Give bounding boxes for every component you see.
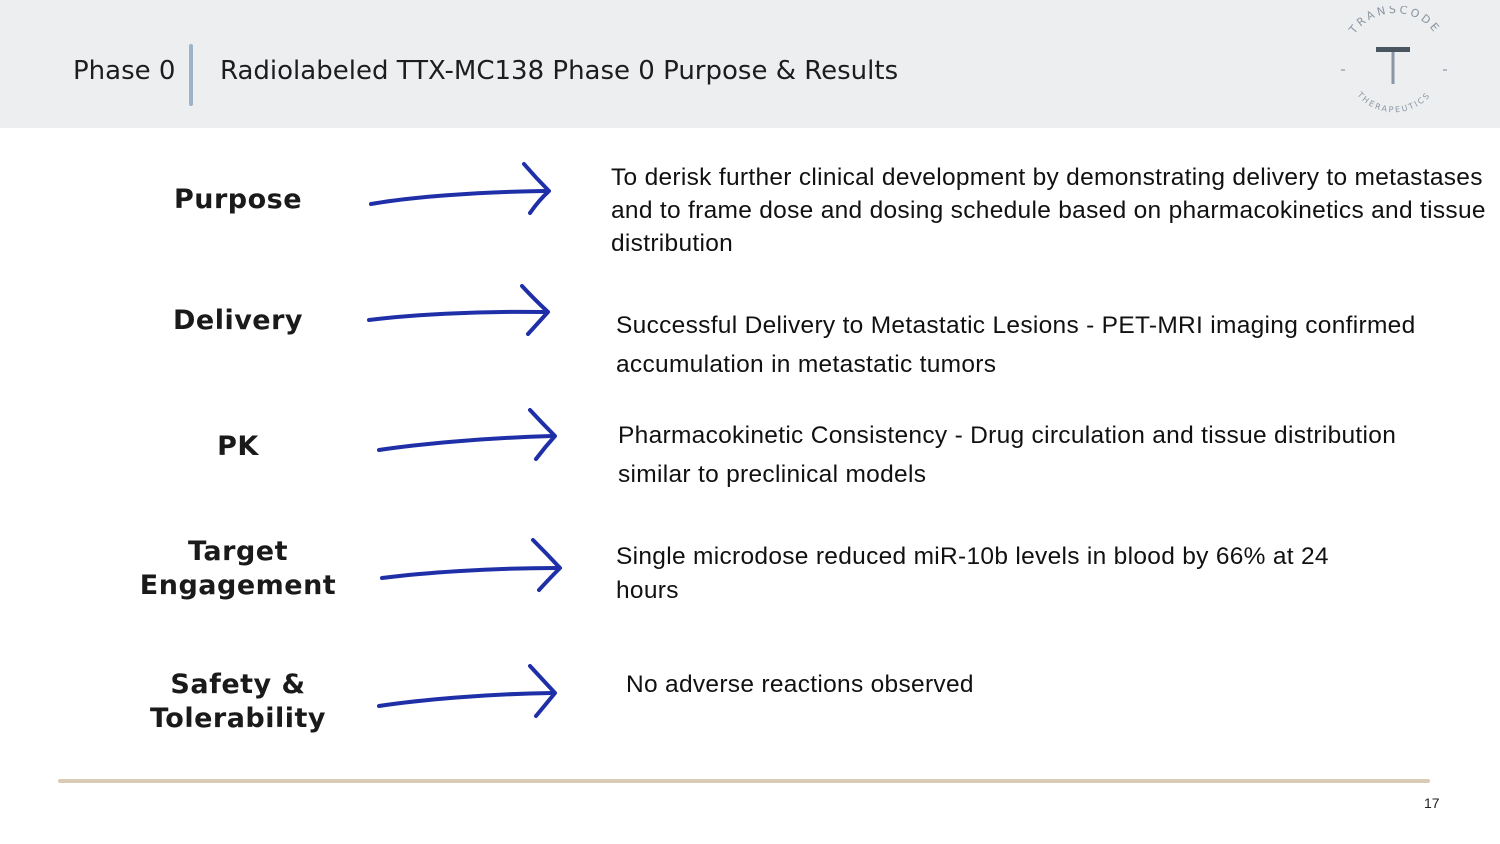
logo-monogram-stem <box>1391 52 1395 84</box>
row-text-pk: Pharmacokinetic Consistency - Drug circu… <box>618 422 1397 488</box>
footer-rule <box>58 779 1430 783</box>
arrow-right-icon <box>377 408 557 461</box>
row-text-safety-tolerability: No adverse reactions observed <box>626 671 974 698</box>
logo-top-text: TRANSCODE <box>1346 6 1441 37</box>
row-label-purpose: Purpose <box>173 184 303 215</box>
row-text-target-engagement: Single microdose reduced miR-10b levels … <box>616 543 1329 604</box>
row-label-target-engagement: Target Engagement <box>68 535 408 603</box>
arrow-right-icon <box>367 284 550 336</box>
row-text-purpose: To derisk further clinical development b… <box>611 164 1486 257</box>
slide-title: Radiolabeled TTX-MC138 Phase 0 Purpose &… <box>220 56 899 86</box>
row-label-delivery: Delivery <box>172 305 304 336</box>
arrow-right-icon <box>380 538 562 592</box>
row-label-line: Target <box>187 536 289 567</box>
logo-bottom-text: THERAPEUTICS <box>1355 89 1431 114</box>
row-label-line: Engagement <box>139 570 337 601</box>
row-label-line: Safety & <box>170 669 306 700</box>
page-number: 17 <box>1424 795 1440 811</box>
slide-header: Phase 0 Radiolabeled TTX-MC138 Phase 0 P… <box>0 0 1500 128</box>
header-divider <box>189 44 193 106</box>
phase-label: Phase 0 <box>73 56 176 86</box>
transcode-logo: TRANSCODE THERAPEUTICS <box>1341 6 1447 114</box>
row-label-line: Tolerability <box>149 703 327 734</box>
arrow-right-icon <box>377 664 557 718</box>
svg-text:THERAPEUTICS: THERAPEUTICS <box>1355 89 1433 114</box>
svg-text:TRANSCODE: TRANSCODE <box>1346 6 1444 37</box>
logo-monogram-bar <box>1376 47 1410 52</box>
row-text-delivery: Successful Delivery to Metastatic Lesion… <box>616 312 1416 378</box>
row-label-pk: PK <box>217 431 259 462</box>
arrow-right-icon <box>369 162 551 215</box>
row-label-safety-tolerability: Safety & Tolerability <box>68 668 408 736</box>
